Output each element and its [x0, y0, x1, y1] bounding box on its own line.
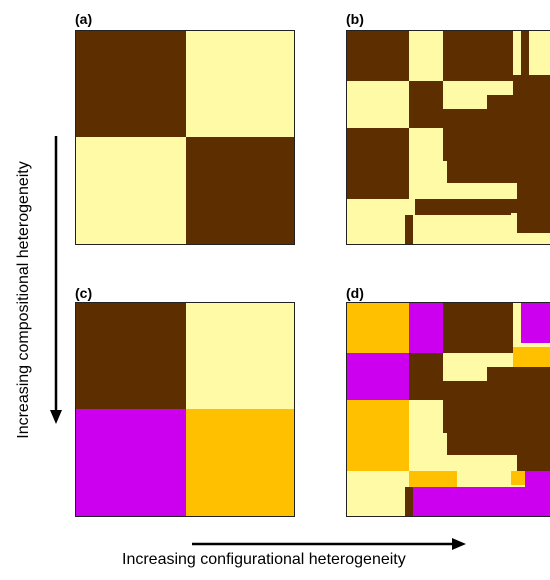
panel-label-a: (a) — [75, 11, 93, 27]
landscape-patch — [347, 31, 409, 81]
landscape-patch — [511, 199, 525, 213]
landscape-patch — [513, 303, 521, 347]
panel-c — [75, 302, 295, 517]
landscape-patch — [76, 409, 186, 516]
landscape-patch — [443, 303, 513, 353]
landscape-patch — [443, 31, 513, 81]
panel-a — [75, 30, 295, 245]
landscape-patch — [513, 75, 550, 95]
landscape-patch — [511, 471, 525, 485]
landscape-patch — [447, 433, 487, 455]
landscape-patch — [487, 115, 517, 183]
landscape-patch — [443, 381, 487, 433]
landscape-patch — [415, 199, 511, 215]
landscape-patch — [409, 303, 443, 353]
landscape-patch — [186, 409, 294, 516]
landscape-patch — [405, 215, 413, 244]
landscape-patch — [186, 137, 294, 244]
landscape-patch — [347, 400, 409, 471]
landscape-patch — [521, 303, 550, 343]
landscape-patch — [409, 81, 443, 128]
landscape-patch — [347, 303, 409, 353]
panel-b — [346, 30, 550, 245]
x-axis-label: Increasing configurational heterogeneity — [122, 551, 406, 568]
landscape-patch — [186, 31, 294, 137]
landscape-patch — [443, 109, 487, 161]
landscape-patch — [347, 128, 409, 199]
landscape-patch — [413, 487, 550, 516]
landscape-patch — [409, 471, 457, 487]
landscape-patch — [186, 303, 294, 409]
down-arrow-icon — [50, 136, 62, 424]
panel-d — [346, 302, 550, 517]
landscape-patch — [76, 303, 186, 409]
landscape-patch — [517, 101, 550, 233]
landscape-patch — [457, 471, 511, 487]
landscape-patch — [487, 367, 517, 387]
panel-label-b: (b) — [346, 11, 364, 27]
panel-label-c: (c) — [75, 285, 93, 301]
landscape-patch — [405, 487, 413, 516]
right-arrow-icon — [192, 538, 466, 550]
landscape-patch — [513, 347, 550, 367]
panel-label-d: (d) — [346, 285, 364, 301]
landscape-patch — [517, 367, 550, 471]
landscape-patch — [347, 353, 409, 400]
y-axis-label: Increasing compositional heterogeneity — [15, 161, 32, 439]
landscape-patch — [447, 161, 487, 183]
landscape-patch — [76, 31, 186, 137]
landscape-patch — [487, 387, 517, 455]
landscape-patch — [525, 471, 550, 487]
landscape-patch — [521, 31, 529, 75]
landscape-patch — [76, 137, 186, 244]
landscape-patch — [409, 353, 443, 400]
